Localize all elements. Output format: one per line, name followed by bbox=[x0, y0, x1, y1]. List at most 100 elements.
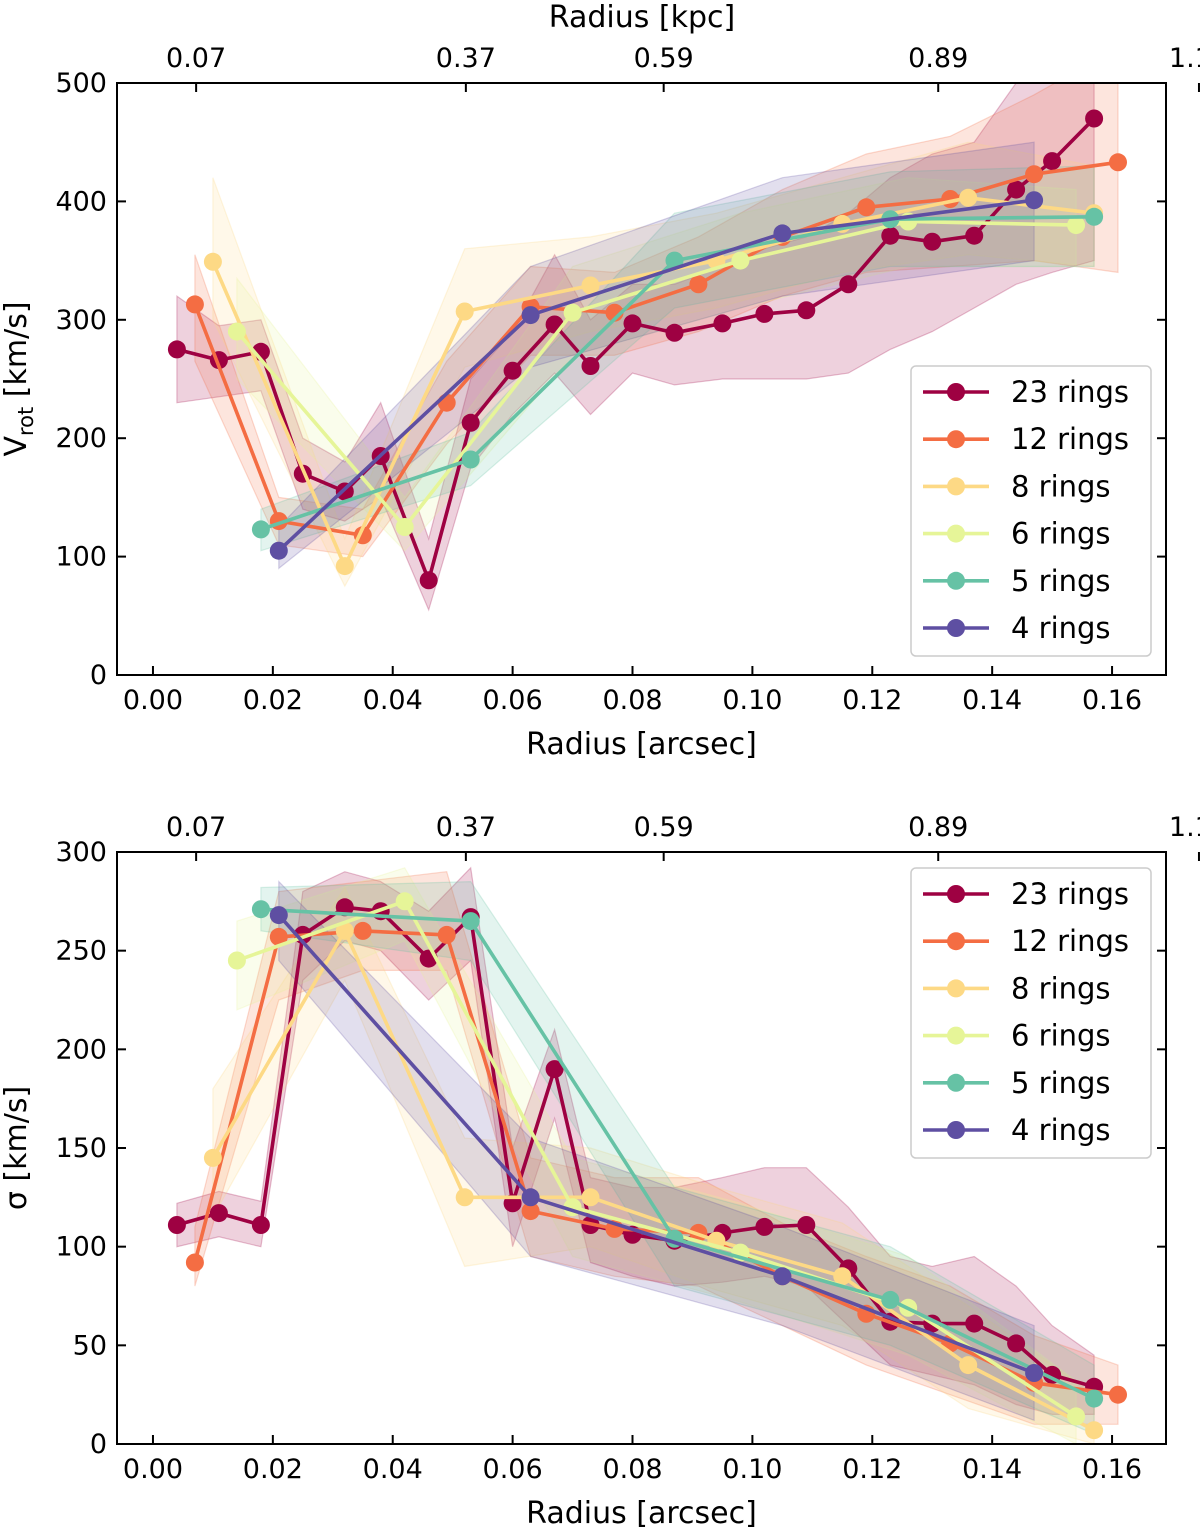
vrot-x-axis-label: Radius [arcsec] bbox=[526, 727, 757, 762]
vrot-top-tick-label-1: 0.37 bbox=[436, 43, 496, 74]
vrot-point-6-rings-0 bbox=[227, 322, 246, 341]
sigma-ytick-label-3: 150 bbox=[55, 1133, 107, 1164]
vrot-point-23-rings-7 bbox=[461, 413, 480, 432]
vrot-ytick-label-0: 0 bbox=[90, 660, 107, 691]
vrot-point-4-rings-0 bbox=[269, 541, 288, 560]
vrot-point-5-rings-1 bbox=[461, 450, 480, 469]
sigma-x-axis-label: Radius [arcsec] bbox=[526, 1496, 757, 1531]
sigma-point-5-rings-3 bbox=[881, 1290, 900, 1309]
sigma-xtick-label-1: 0.02 bbox=[243, 1454, 303, 1485]
vrot-point-23-rings-10 bbox=[581, 357, 600, 375]
vrot-xtick-label-0: 0.00 bbox=[123, 685, 183, 716]
vrot-panel: 0.00 0.02 0.04 0.06 0.08 0.10 0.12 0.14 0.16 0 100… bbox=[0, 43, 1200, 762]
vrot-point-23-rings-13 bbox=[713, 314, 732, 333]
sigma-point-12-rings-0 bbox=[185, 1253, 204, 1272]
sigma-point-23-rings-20 bbox=[1007, 1334, 1026, 1353]
sigma-legend-label-4: 5 rings bbox=[1011, 1066, 1111, 1100]
vrot-point-6-rings-3 bbox=[731, 251, 750, 270]
sigma-xtick-label-7: 0.14 bbox=[962, 1454, 1022, 1485]
sigma-legend-label-2: 8 rings bbox=[1011, 971, 1111, 1005]
sigma-point-6-rings-5 bbox=[1067, 1407, 1086, 1426]
sigma-legend-label-0: 23 rings bbox=[1011, 877, 1129, 911]
sigma-legend-marker-5 bbox=[947, 1121, 965, 1139]
vrot-point-23-rings-14 bbox=[755, 304, 774, 323]
vrot-legend: 23 rings 12 rings 8 rings 6 rings 5 rings 4 r… bbox=[910, 365, 1152, 657]
vrot-point-12-rings-10 bbox=[1025, 165, 1044, 184]
sigma-xtick-label-5: 0.10 bbox=[722, 1454, 782, 1485]
sigma-point-12-rings-2 bbox=[353, 921, 372, 940]
vrot-top-tick-label-2: 0.59 bbox=[634, 43, 694, 74]
sigma-xtick-label-0: 0.00 bbox=[123, 1454, 183, 1485]
vrot-point-23-rings-21 bbox=[1043, 152, 1062, 171]
vrot-series-4-rings bbox=[269, 191, 1044, 560]
vrot-point-23-rings-8 bbox=[503, 361, 522, 380]
vrot-legend-label-4: 5 rings bbox=[1011, 564, 1111, 598]
sigma-xtick-label-2: 0.04 bbox=[363, 1454, 423, 1485]
sigma-point-23-rings-4 bbox=[335, 898, 354, 917]
sigma-point-4-rings-2 bbox=[773, 1267, 792, 1286]
vrot-line-6-rings bbox=[235, 219, 1077, 529]
sigma-xtick-label-3: 0.06 bbox=[483, 1454, 543, 1485]
sigma-top-tick-label-1: 0.37 bbox=[436, 812, 496, 843]
sigma-top-tick-label-0: 0.07 bbox=[166, 812, 226, 843]
sigma-point-23-rings-0 bbox=[167, 1216, 186, 1234]
vrot-top-tick-label-0: 0.07 bbox=[166, 43, 226, 74]
sigma-legend: 23 rings 12 rings 8 rings 6 rings 5 rings 4 r… bbox=[910, 867, 1152, 1159]
vrot-y-axis-label: Vrot [km/s] bbox=[0, 301, 38, 456]
sigma-legend-marker-3 bbox=[947, 1026, 965, 1045]
vrot-xtick-label-5: 0.10 bbox=[722, 685, 782, 716]
sigma-legend-marker-4 bbox=[947, 1073, 965, 1092]
vrot-axes-frame bbox=[116, 82, 1167, 676]
vrot-point-12-rings-8 bbox=[857, 198, 876, 217]
vrot-point-12-rings-3 bbox=[437, 393, 456, 412]
vrot-ylabel-sub: rot bbox=[14, 407, 38, 436]
sigma-legend-label-3: 6 rings bbox=[1011, 1019, 1111, 1053]
sigma-point-8-rings-0 bbox=[203, 1148, 222, 1167]
sigma-y-axis-label: σ [km/s] bbox=[0, 1086, 34, 1210]
vrot-point-6-rings-5 bbox=[1067, 216, 1086, 235]
sigma-ytick-label-0: 0 bbox=[90, 1429, 107, 1460]
vrot-legend-label-2: 8 rings bbox=[1011, 469, 1111, 503]
vrot-legend-label-5: 4 rings bbox=[1011, 611, 1111, 645]
vrot-point-6-rings-1 bbox=[395, 518, 414, 536]
sigma-point-23-rings-9 bbox=[545, 1060, 564, 1079]
vrot-legend-marker-3 bbox=[947, 524, 965, 543]
sigma-legend-item-12-rings: 12 rings bbox=[923, 924, 1129, 958]
sigma-legend-marker-1 bbox=[947, 932, 965, 951]
sigma-legend-marker-0 bbox=[947, 885, 965, 903]
sigma-xtick-label-8: 0.16 bbox=[1082, 1454, 1142, 1485]
sigma-line-4-rings bbox=[277, 913, 1035, 1375]
vrot-legend-marker-0 bbox=[947, 383, 965, 401]
sigma-band-6-rings bbox=[236, 867, 1077, 1444]
vrot-point-23-rings-12 bbox=[665, 323, 684, 342]
vrot-legend-marker-2 bbox=[947, 477, 965, 496]
vrot-point-8-rings-2 bbox=[455, 302, 474, 321]
vrot-point-8-rings-0 bbox=[203, 252, 222, 271]
sigma-top-tick-label-2: 0.59 bbox=[634, 812, 694, 843]
sigma-point-8-rings-5 bbox=[833, 1267, 852, 1286]
vrot-point-4-rings-2 bbox=[773, 224, 792, 243]
sigma-point-6-rings-0 bbox=[227, 951, 246, 970]
vrot-point-23-rings-11 bbox=[623, 314, 642, 333]
vrot-plot-area bbox=[167, 83, 1127, 612]
vrot-legend-item-23-rings: 23 rings bbox=[923, 375, 1129, 409]
sigma-legend-label-1: 12 rings bbox=[1011, 924, 1129, 958]
vrot-point-23-rings-15 bbox=[797, 301, 816, 320]
vrot-series-6-rings bbox=[227, 212, 1086, 536]
sigma-point-4-rings-0 bbox=[269, 906, 288, 925]
vrot-point-23-rings-9 bbox=[545, 315, 564, 334]
vrot-point-12-rings-11 bbox=[1109, 153, 1127, 172]
vrot-series-23-rings bbox=[167, 109, 1104, 590]
vrot-legend-item-8-rings: 8 rings bbox=[923, 469, 1111, 503]
vrot-ytick-label-3: 300 bbox=[55, 305, 107, 336]
sigma-top-tick-label-3: 0.89 bbox=[908, 812, 968, 843]
sigma-ylabel-tail: [km/s] bbox=[0, 1086, 34, 1191]
vrot-line-8-rings bbox=[211, 196, 1095, 568]
sigma-ytick-label-2: 100 bbox=[55, 1232, 107, 1263]
sigma-point-5-rings-4 bbox=[1085, 1389, 1104, 1408]
vrot-band-6-rings bbox=[236, 177, 1077, 552]
vrot-point-5-rings-0 bbox=[251, 520, 270, 539]
sigma-band-8-rings bbox=[212, 886, 1095, 1444]
